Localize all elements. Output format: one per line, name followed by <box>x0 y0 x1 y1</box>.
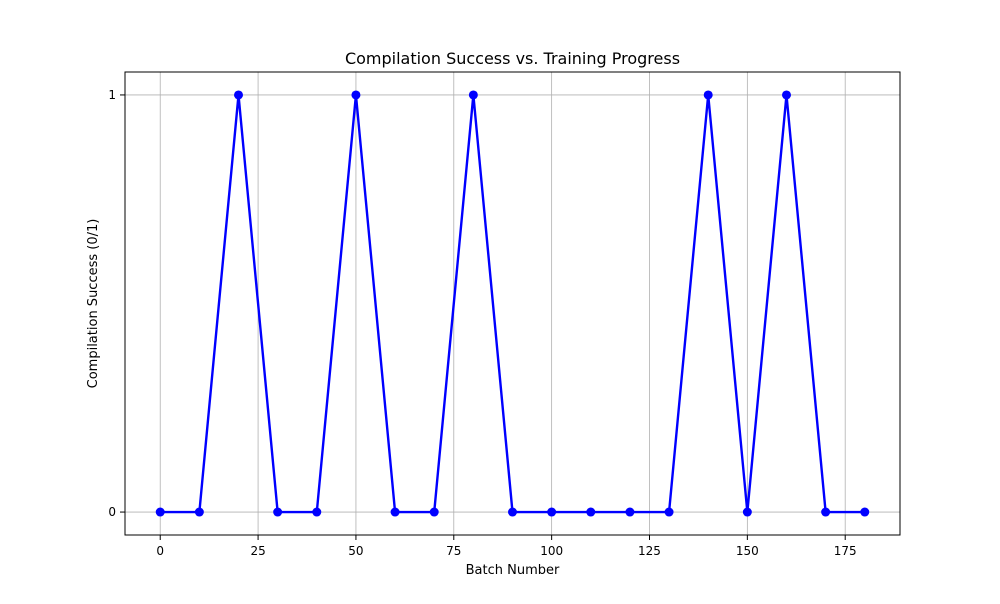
y-tick-label: 0 <box>108 505 116 519</box>
data-point <box>860 507 870 517</box>
data-point <box>625 507 635 517</box>
data-point <box>586 507 596 517</box>
data-point <box>234 90 244 100</box>
data-point <box>273 507 283 517</box>
x-axis-label: Batch Number <box>466 563 560 578</box>
plot-frame <box>124 71 901 536</box>
data-point <box>547 507 557 517</box>
data-point <box>429 507 439 517</box>
x-tick-label: 50 <box>348 544 363 558</box>
axis-ticks: 0 25 50 75 100 125 150 175 0 1 <box>108 88 856 558</box>
series-line <box>160 93 865 514</box>
data-point <box>194 507 204 517</box>
x-tick-label: 175 <box>834 544 857 558</box>
data-point <box>468 90 478 100</box>
data-point <box>155 507 165 517</box>
grid-lines <box>125 72 900 535</box>
y-axis-label: Compilation Success (0/1) <box>86 219 101 389</box>
chart-title: Compilation Success vs. Training Progres… <box>345 49 680 68</box>
series-group <box>155 90 870 517</box>
x-tick-label: 0 <box>156 544 164 558</box>
x-tick-label: 75 <box>446 544 461 558</box>
data-point <box>351 90 361 100</box>
data-point <box>312 507 322 517</box>
data-point <box>664 507 674 517</box>
data-point <box>703 90 713 100</box>
x-tick-label: 100 <box>540 544 563 558</box>
x-tick-label: 125 <box>638 544 661 558</box>
x-tick-label: 25 <box>250 544 265 558</box>
data-point <box>390 507 400 517</box>
data-point <box>821 507 831 517</box>
y-tick-label: 1 <box>108 88 116 102</box>
data-point <box>508 507 517 517</box>
data-point <box>742 507 752 517</box>
data-point <box>781 90 791 100</box>
x-tick-label: 150 <box>736 544 759 558</box>
